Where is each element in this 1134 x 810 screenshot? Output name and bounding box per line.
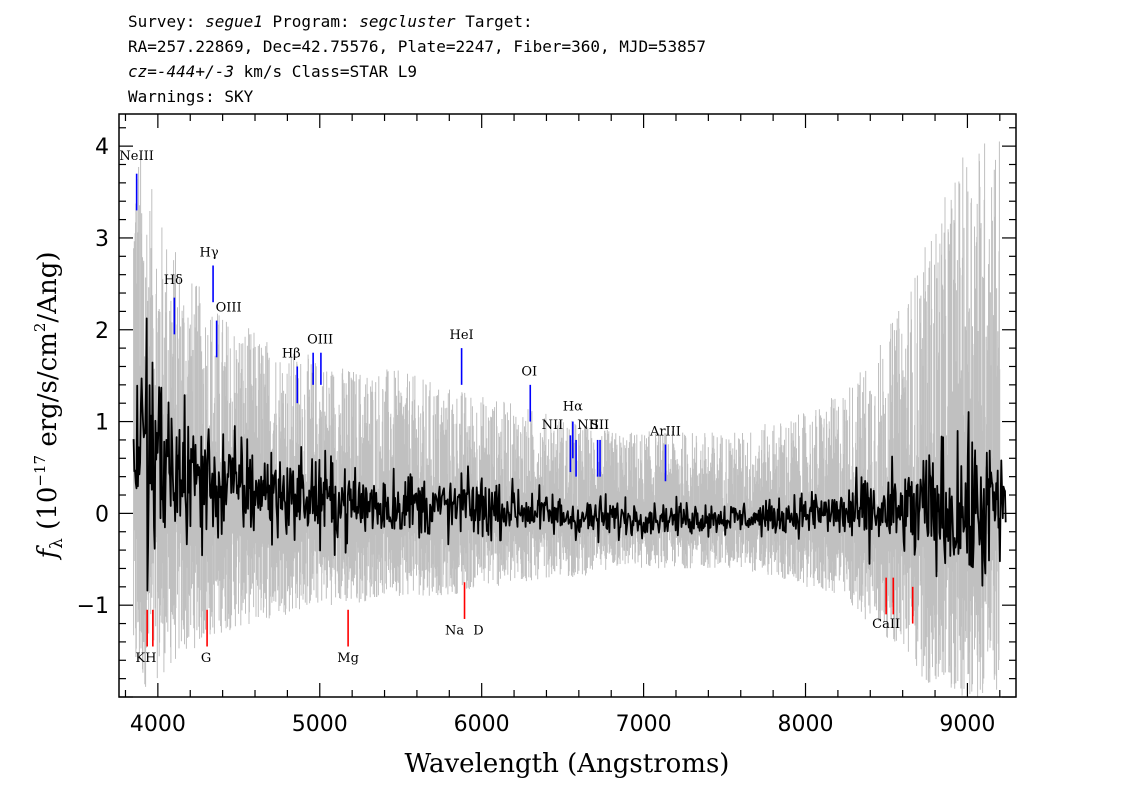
survey-label: Survey: — [128, 12, 196, 31]
y-tick-label: 3 — [95, 227, 109, 252]
y-axis-title-part: erg/s/cm — [33, 332, 63, 455]
absorption-line-label: D — [473, 624, 483, 639]
y-tick-label: 4 — [95, 135, 109, 160]
emission-line-label: ArIII — [649, 424, 681, 439]
x-tick-label: 7000 — [616, 712, 672, 737]
header-warnings: Warnings: SKY — [128, 87, 254, 106]
emission-line-label: OI — [521, 365, 537, 380]
error-band — [133, 141, 1001, 697]
emission-line-label: Hγ — [200, 245, 219, 260]
x-tick-label: 9000 — [939, 712, 995, 737]
absorption-line-label: G — [201, 651, 211, 666]
y-tick-label: 2 — [95, 319, 109, 344]
absorption-line-label: Mg — [337, 651, 359, 666]
emission-line-label: Hβ — [282, 346, 301, 361]
plot-frame — [118, 113, 1017, 698]
emission-line-label: Hα — [563, 400, 583, 415]
absorption-line-label: H — [145, 651, 156, 666]
x-tick-label: 5000 — [292, 712, 348, 737]
x-tick-label: 6000 — [454, 712, 510, 737]
error-band-trace — [133, 141, 1001, 697]
flux-trace — [132, 317, 1007, 592]
survey-value: segue1 — [205, 12, 263, 31]
header-line-3: cz=-444+/-3 km/s Class=STAR L9 — [128, 62, 417, 81]
absorption-line-label: CaII — [872, 617, 900, 632]
emission-line-label: OIII — [307, 333, 333, 348]
y-tick-label: −1 — [77, 594, 109, 619]
y-axis-title-part: λ — [47, 538, 67, 549]
y-axis-title-part: −17 — [31, 455, 49, 487]
x-tick-label: 4000 — [130, 712, 186, 737]
emission-line-label: SII — [590, 418, 609, 433]
header-line-2: RA=257.22869, Dec=42.75576, Plate=2247, … — [128, 37, 706, 56]
program-value: segcluster — [359, 12, 456, 31]
y-tick-label: 0 — [95, 502, 109, 527]
y-axis-title-part: /Ang) — [33, 252, 63, 323]
emission-line-label: NII — [577, 418, 599, 433]
absorption-line-label: Na — [445, 624, 464, 639]
absorption-line-label: K — [135, 651, 145, 666]
ticks-layer: 4000 5000 6000 7000 8000 9000 −1 0 1 2 3 4 — [77, 114, 1016, 737]
x-axis-title: Wavelength (Angstroms) — [405, 749, 730, 779]
cz-class: km/s Class=STAR L9 — [233, 62, 417, 81]
emission-line-label: HeI — [450, 328, 474, 343]
emission-line-label: NeIII — [119, 149, 153, 164]
x-tick-label: 8000 — [778, 712, 834, 737]
header-line-1: Survey: segue1 Program: segcluster Targe… — [128, 12, 533, 31]
y-tick-label: 1 — [95, 411, 109, 436]
cz-value: cz=-444+/-3 — [128, 62, 234, 81]
flux-series — [132, 317, 1007, 592]
y-axis-title-group: fλ (10−17 erg/s/cm2/Ang) — [31, 252, 67, 561]
target-label: Target: — [465, 12, 533, 31]
emission-line-label: OIII — [216, 300, 242, 315]
program-label: Program: — [272, 12, 350, 31]
emission-line-label: Hδ — [164, 273, 183, 288]
y-axis-title: fλ (10−17 erg/s/cm2/Ang) — [31, 252, 67, 561]
emission-line-label: NII — [542, 418, 564, 433]
y-axis-title-part: 2 — [31, 323, 49, 333]
y-axis-title-part: (10 — [33, 487, 63, 539]
